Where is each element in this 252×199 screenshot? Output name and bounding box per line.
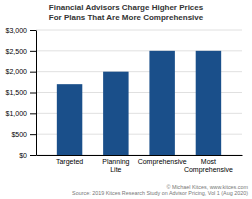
y-tick-mark [30,155,36,156]
x-axis: Targeted PlanningLite ComprehensiveMostCom… [37,156,243,175]
bars [57,51,221,155]
y-tick-mark [30,134,36,135]
y-tick: $2,500 [6,48,36,55]
y-tick-mark [30,113,36,114]
chart: Financial Advisors Charge Higher PricesF… [0,0,252,199]
x-tick-label: Comprehensive [138,158,187,166]
y-tick-mark [30,72,36,73]
y-tick-label: $0 [19,152,27,159]
plot: $0 $500 $1,000 $1,500 $2,000 $2,500 $3,000 Targ… [6,27,243,174]
y-tick: $1,500 [6,89,36,96]
x-tick-label: Targeted [56,158,83,166]
y-axis: $0 $500 $1,000 $1,500 $2,000 $2,500 $3,000 [6,27,37,159]
bar [149,51,174,155]
y-tick-label: $500 [11,131,27,138]
y-tick-mark [30,30,36,31]
x-tick: Targeted [56,158,83,166]
x-tick-label: MostComprehensive [184,158,233,174]
bar [103,72,128,155]
y-tick-mark [30,93,36,94]
y-tick: $3,000 [6,27,36,34]
y-tick: $2,000 [6,68,36,75]
y-tick-label: $1,000 [6,110,28,117]
y-tick: $0 [19,152,36,159]
y-tick-label: $3,000 [6,27,28,34]
y-tick-label: $1,500 [6,89,28,96]
grid [36,30,242,155]
annotation: © Michael Kitces, www.kitces.comSource: … [72,184,248,197]
grid-line [36,30,242,31]
bar [196,51,221,155]
y-tick-label: $2,000 [6,68,28,75]
y-tick-label: $2,500 [6,48,28,55]
y-axis-line [36,31,37,156]
y-tick: $1,000 [6,110,36,117]
x-axis-line [37,155,243,156]
y-tick: $500 [11,131,36,138]
y-tick-mark [30,51,36,52]
bar [57,84,82,155]
x-tick: MostComprehensive [184,158,233,174]
x-tick-label: PlanningLite [102,158,129,173]
x-tick: PlanningLite [102,158,129,173]
title: Financial Advisors Charge Higher PricesF… [49,3,204,22]
x-tick: Comprehensive [138,158,187,166]
